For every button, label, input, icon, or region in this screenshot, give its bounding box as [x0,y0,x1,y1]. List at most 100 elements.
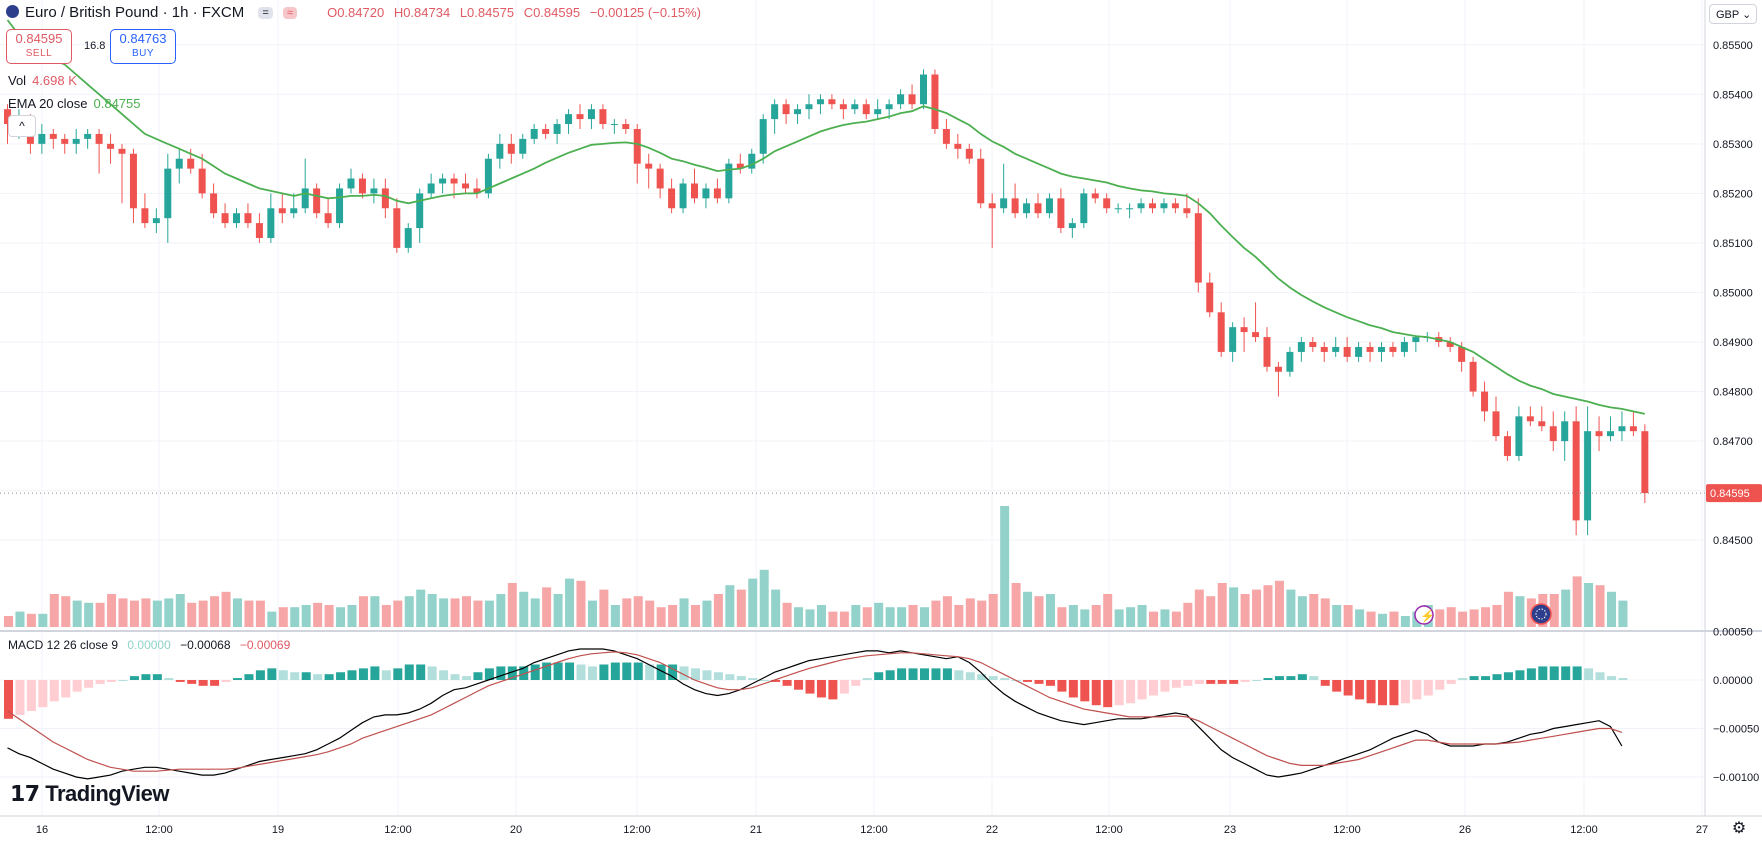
tradingview-logo[interactable]: 𝟭𝟳 TradingView [10,781,169,807]
macd-hist-bar [1423,680,1433,696]
lightning-icon[interactable]: ⚡ [1414,605,1435,625]
sell-button[interactable]: 0.84595 SELL [6,29,72,64]
macd-hist-bar [725,674,735,680]
candle-body [633,128,641,164]
volume-bar [336,607,346,627]
candle-body [691,183,698,199]
macd-hist-bar [1034,680,1044,684]
candle-body [1320,346,1328,352]
volume-bar [496,594,506,627]
price-tick-label: 0.84700 [1713,436,1753,448]
volume-bar [233,598,242,627]
volume-bar [851,605,861,627]
macd-hist-bar [439,670,449,680]
candle-body [175,158,183,169]
volume-legend[interactable]: Vol 4.698 K [8,73,83,88]
collapse-legend-button[interactable]: ^ [8,115,36,137]
candle-body [1206,282,1214,313]
candle-body [1194,213,1202,283]
macd-hist-bar [645,664,655,680]
price-tick-label: 0.85100 [1713,238,1753,250]
approx-pill[interactable]: ≈ [282,7,297,19]
candle-body [1389,346,1397,352]
volume-bar [1160,609,1170,627]
volume-bar [1458,611,1468,627]
macd-hist-bar [1595,672,1605,680]
ohlc-change: −0.00125 (−0.15%) [589,5,702,20]
volume-bar [1149,611,1158,627]
candle-body [129,153,137,209]
candle-body [244,213,252,224]
macd-hist-bar [1503,672,1513,680]
time-tick-label: 26 [1459,824,1471,836]
volume-bar [816,605,826,627]
volume-bar [1378,613,1387,627]
candle-body [530,128,538,139]
macd-hist-bar [1160,680,1170,692]
macd-hist-bar [794,680,804,690]
candle-body [1458,346,1466,362]
macd-hist-bar [244,674,254,680]
volume-bar [1286,589,1296,627]
macd-hist-bar [759,680,769,681]
candle-body [1229,327,1237,352]
macd-hist-bar [530,664,540,680]
volume-bar [805,609,815,627]
macd-hist-bar [1297,674,1307,680]
macd-axis[interactable]: 0.00050 0.00000 −0.00050 −0.00100 [1713,627,1759,785]
eq-pill[interactable]: = [258,7,273,19]
macd-hist-bar [897,668,907,680]
candle-body [942,128,950,144]
volume-bar [942,596,952,627]
price-axis[interactable]: 0.85500 0.85400 0.85300 0.85200 0.85100 0.850… [1713,40,1753,547]
candle-body [702,188,710,199]
candle-body [187,158,195,169]
macd-hist-bar [1309,676,1319,680]
candle-body [1343,346,1351,357]
candle-body [599,109,607,125]
volume-bar [462,596,471,627]
macd-hist-bar [1389,680,1399,706]
candle-body [1641,431,1649,494]
macd-hist-bar [1538,666,1548,680]
candle-body [393,208,401,248]
volume-bar [725,585,735,627]
ema-legend[interactable]: EMA 20 close 0.84755 [8,96,147,111]
volume-bar [1000,506,1010,627]
current-price-tag: 0.84595 [1706,484,1762,503]
volume-bar [484,600,494,627]
macd-hist-bar [38,680,48,708]
time-tick-label: 16 [36,824,48,836]
macd-hist-bar [370,666,380,680]
macd-hist-bar [1526,668,1536,680]
volume-bar [84,602,94,627]
candle-body [210,193,218,214]
macd-hist-bar [622,662,632,680]
buy-button[interactable]: 0.84763 BUY [110,29,176,64]
candle-body [519,138,527,154]
macd-legend[interactable]: MACD 12 26 close 9 0.00000 −0.00068 −0.0… [8,638,296,652]
macd-hist-bar [1045,680,1055,686]
macd-hist-bar [736,676,746,680]
candle-body [1332,346,1340,352]
macd-hist-bar [427,666,437,680]
volume-bar [1469,609,1479,627]
signal-line [7,651,1623,772]
time-axis[interactable]: 16 12:00 19 12:00 20 12:00 21 12:00 22 12:00 23 12:… [36,824,1708,836]
currency-selector[interactable]: GBP ⌄ [1709,4,1757,24]
event-flag-icon[interactable] [1530,603,1552,625]
candle-body [816,99,824,105]
candle-body [645,163,653,169]
volume-bar [920,607,929,627]
candle-body [748,153,756,169]
symbol-title[interactable]: Euro / British Pound · 1h · FXCM [25,4,245,21]
gear-icon[interactable]: ⚙ [1731,820,1747,837]
candle-body [874,109,882,115]
ohlc-high: H0.84734 [393,5,451,20]
volume-bar [1240,594,1250,627]
macd-hist-bar [1126,680,1136,704]
macd-hist-bar [839,680,849,694]
volume-bar [1206,596,1216,627]
candle-body [336,188,344,224]
